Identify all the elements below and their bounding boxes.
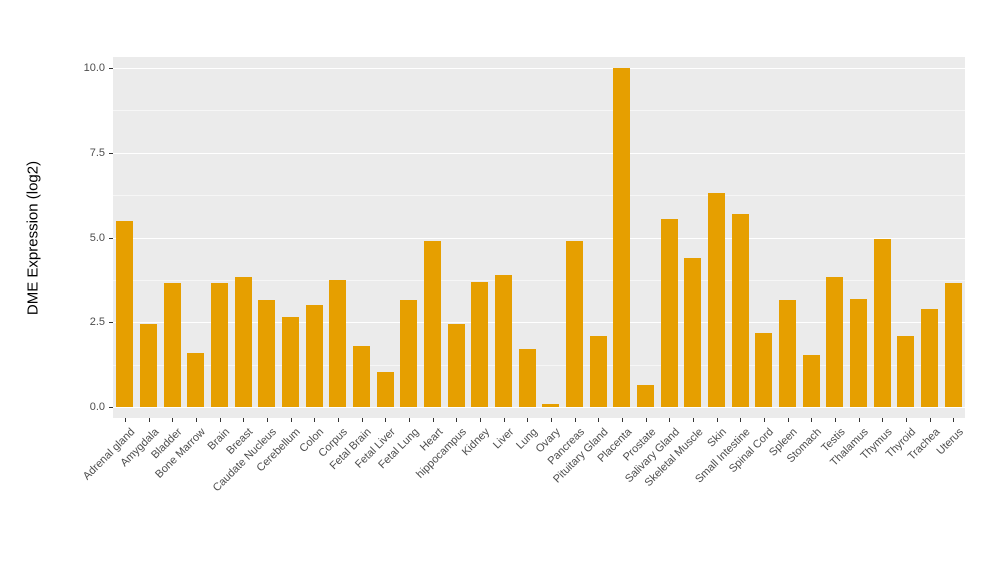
- bar: [589, 335, 607, 408]
- x-tick-mark: [905, 418, 907, 422]
- x-tick-mark: [527, 418, 529, 422]
- x-tick-mark: [124, 418, 126, 422]
- x-tick-mark: [692, 418, 694, 422]
- x-tick-mark: [266, 418, 268, 422]
- x-tick-mark: [953, 418, 955, 422]
- bar: [731, 213, 749, 408]
- bar: [802, 354, 820, 408]
- gridline-minor: [113, 364, 965, 366]
- x-tick-mark: [763, 418, 765, 422]
- x-tick-mark: [811, 418, 813, 422]
- x-tick-mark: [929, 418, 931, 422]
- bar: [873, 239, 891, 408]
- bar: [424, 240, 441, 408]
- x-tick-label: Liver: [490, 426, 516, 452]
- x-tick-mark: [408, 418, 410, 422]
- bar: [353, 346, 370, 408]
- gridline-minor: [113, 110, 965, 112]
- x-tick-mark: [456, 418, 458, 422]
- y-tick-label: 10.0: [83, 61, 105, 74]
- bar: [779, 300, 796, 408]
- gridline-major: [113, 67, 965, 69]
- bar: [163, 283, 181, 408]
- bar: [755, 332, 773, 408]
- bar: [566, 240, 583, 408]
- bar: [400, 300, 418, 408]
- x-tick-mark: [669, 418, 671, 422]
- gridline-major: [113, 237, 965, 239]
- y-tick-label: 2.5: [89, 316, 105, 329]
- bar: [944, 283, 962, 408]
- x-tick-mark: [598, 418, 600, 422]
- gridline-minor: [113, 195, 965, 197]
- x-tick-mark: [574, 418, 576, 422]
- bar: [305, 305, 323, 408]
- bar: [140, 324, 157, 408]
- bar: [708, 193, 725, 408]
- y-tick-label: 7.5: [89, 146, 105, 159]
- bar: [376, 371, 394, 408]
- bar: [660, 218, 678, 408]
- x-tick-mark: [479, 418, 481, 422]
- x-tick-mark: [432, 418, 434, 422]
- x-tick-mark: [314, 418, 316, 422]
- x-tick-mark: [361, 418, 363, 422]
- x-tick-mark: [716, 418, 718, 422]
- y-axis-title: DME Expression (log2): [24, 160, 42, 315]
- y-tick-mark: [109, 67, 113, 69]
- y-tick-label: 0.0: [89, 401, 105, 414]
- gridline-minor: [113, 279, 965, 281]
- bar: [542, 403, 560, 408]
- gridline-major: [113, 322, 965, 324]
- bar: [613, 67, 631, 408]
- gridline-major: [113, 152, 965, 154]
- y-tick-label: 5.0: [89, 231, 105, 244]
- x-tick-mark: [172, 418, 174, 422]
- bar: [234, 276, 252, 408]
- x-tick-mark: [337, 418, 339, 422]
- x-tick-mark: [834, 418, 836, 422]
- x-tick-mark: [858, 418, 860, 422]
- bar: [329, 279, 347, 408]
- gridline-major: [113, 407, 965, 409]
- bar: [447, 324, 465, 408]
- y-tick-mark: [109, 152, 113, 154]
- x-tick-mark: [243, 418, 245, 422]
- bar: [826, 276, 844, 408]
- y-tick-mark: [109, 237, 113, 239]
- bar: [637, 385, 654, 408]
- x-tick-mark: [503, 418, 505, 422]
- x-tick-mark: [290, 418, 292, 422]
- bar: [187, 352, 205, 408]
- x-tick-mark: [740, 418, 742, 422]
- x-tick-mark: [621, 418, 623, 422]
- bar: [211, 283, 228, 408]
- chart-panel: [113, 57, 965, 418]
- bar: [471, 281, 489, 408]
- bar: [282, 317, 299, 408]
- x-tick-mark: [550, 418, 552, 422]
- bar: [258, 300, 276, 408]
- x-tick-mark: [645, 418, 647, 422]
- x-tick-mark: [882, 418, 884, 422]
- x-tick-mark: [787, 418, 789, 422]
- x-tick-mark: [219, 418, 221, 422]
- bar: [518, 349, 536, 408]
- bar: [897, 335, 915, 408]
- bar: [921, 308, 938, 408]
- x-tick-mark: [148, 418, 150, 422]
- bar: [495, 274, 512, 408]
- bar: [850, 298, 867, 408]
- bar: [684, 257, 702, 408]
- bar: [116, 220, 134, 408]
- x-tick-mark: [385, 418, 387, 422]
- x-tick-mark: [195, 418, 197, 422]
- y-tick-mark: [109, 322, 113, 324]
- y-tick-mark: [109, 407, 113, 409]
